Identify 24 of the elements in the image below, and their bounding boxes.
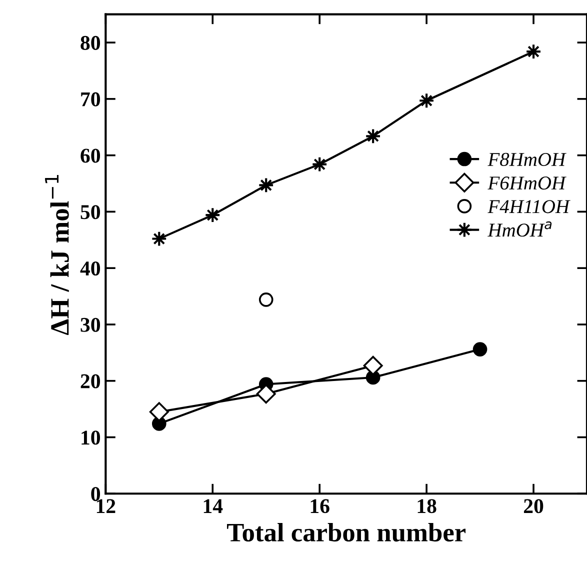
y-tick-label: 30 [80,318,100,332]
legend-label: F4H11OH [488,200,570,214]
y-tick-label: 60 [80,148,100,163]
y-tick-label: 20 [80,374,100,388]
point [363,356,383,376]
y-tick-label: 70 [81,92,100,106]
y-axis-title: ΔH / kJ mol$^{−1}$ [45,175,69,336]
y-tick-label: 80 [80,36,100,50]
x-tick-label: 12 [96,499,116,513]
x-tick-label: 20 [524,499,544,514]
point [258,292,274,307]
point [256,384,276,404]
y-tick-label: 40 [80,261,100,276]
legend-label: F6HmOH [488,176,566,190]
y-tick-label: 0 [91,487,100,502]
point [472,342,488,356]
legend-label: HmOH$^{a}$ [488,221,552,237]
x-tick-label: 14 [204,499,223,513]
x-tick-label: 16 [310,499,330,514]
y-tick-label: 10 [82,430,100,445]
legend-label: F8HmOH [488,152,566,166]
y-tick-label: 50 [80,205,100,220]
x-tick-label: 18 [418,499,436,514]
x-axis-title: Total carbon number [226,522,466,542]
